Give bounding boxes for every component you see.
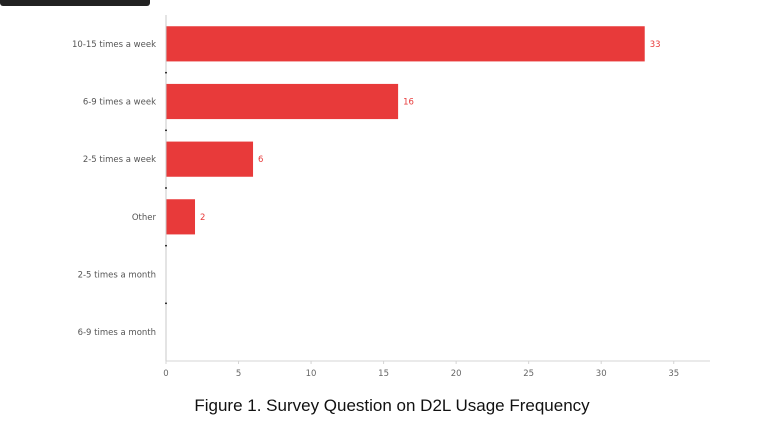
bar-chart: 33 16 6 2 10-15 times a week 6-9 times a wee… [72, 15, 710, 379]
x-tick-label: 15 [378, 369, 389, 379]
x-tick-label: 20 [451, 369, 462, 379]
category-label: Other [132, 213, 157, 223]
bar [166, 83, 399, 120]
bar [166, 26, 645, 62]
data-label: 33 [650, 40, 661, 50]
figure-caption: Figure 1. Survey Question on D2L Usage F… [194, 396, 590, 415]
category-label: 6-9 times a month [78, 328, 156, 338]
x-tick-label: 10 [306, 369, 317, 379]
bar [166, 199, 196, 235]
category-label: 2-5 times a month [78, 271, 156, 281]
bars-group [166, 26, 645, 235]
x-axis: 0 5 10 15 20 25 30 35 [163, 360, 710, 379]
category-label: 2-5 times a week [83, 155, 156, 165]
data-label: 2 [200, 213, 205, 223]
category-label: 10-15 times a week [72, 40, 156, 50]
data-label: 6 [258, 155, 263, 165]
y-axis [165, 15, 167, 361]
x-tick-label: 30 [596, 369, 607, 379]
cropped-heading-fragment [0, 0, 180, 6]
x-tick-label: 5 [236, 369, 241, 379]
x-tick-label: 35 [668, 369, 679, 379]
data-labels-group: 33 16 6 2 [200, 40, 661, 223]
category-label: 6-9 times a week [83, 98, 156, 108]
x-tick-label: 25 [523, 369, 534, 379]
category-labels-group: 10-15 times a week 6-9 times a week 2-5 ti… [72, 40, 156, 338]
x-tick-label: 0 [163, 369, 168, 379]
data-label: 16 [403, 98, 414, 108]
bar [166, 141, 254, 177]
